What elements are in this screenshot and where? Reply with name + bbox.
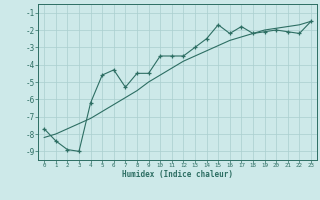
X-axis label: Humidex (Indice chaleur): Humidex (Indice chaleur) (122, 170, 233, 179)
